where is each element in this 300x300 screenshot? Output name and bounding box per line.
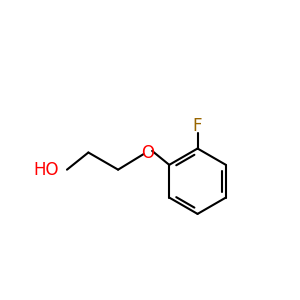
Text: O: O	[141, 143, 154, 161]
Text: HO: HO	[33, 161, 58, 179]
Text: F: F	[193, 117, 202, 135]
